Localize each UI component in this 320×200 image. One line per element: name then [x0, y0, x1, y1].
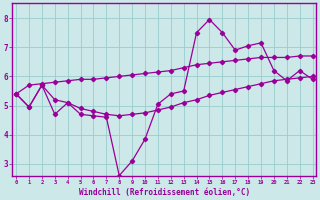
X-axis label: Windchill (Refroidissement éolien,°C): Windchill (Refroidissement éolien,°C) [79, 188, 250, 197]
